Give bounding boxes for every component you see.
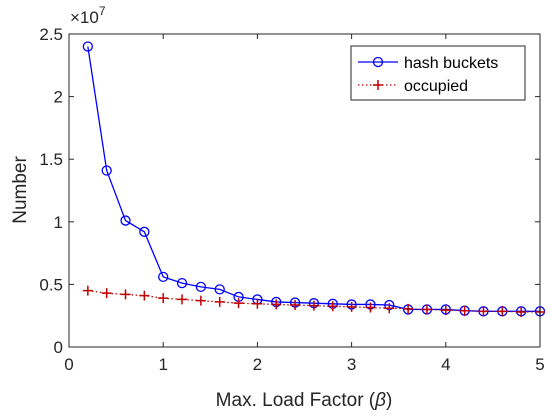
data-point-occupied: [82, 285, 93, 296]
data-point-hash-buckets: [158, 271, 169, 283]
x-tick-label: 1: [158, 355, 167, 374]
series-occupied: [82, 285, 545, 317]
data-point-occupied: [290, 300, 301, 311]
y-exponent-power: 7: [99, 4, 106, 18]
legend-entry-hash-buckets: hash buckets: [358, 55, 498, 72]
x-axis-label-symbol: β: [374, 390, 386, 411]
x-tick-label: 3: [347, 355, 356, 374]
data-point-occupied: [403, 303, 414, 314]
legend-label-occupied: occupied: [404, 78, 468, 95]
data-point-hash-buckets: [176, 277, 188, 289]
data-point-occupied: [101, 288, 112, 299]
data-point-occupied: [346, 301, 357, 312]
data-point-hash-buckets: [101, 165, 112, 176]
data-point-occupied: [195, 295, 206, 306]
x-axis-label: Max. Load Factor (β): [216, 390, 393, 411]
data-point-occupied: [308, 300, 319, 311]
y-exponent-base: ×10: [70, 8, 99, 27]
data-point-occupied: [120, 289, 131, 300]
x-tick-label: 0: [64, 355, 73, 374]
data-point-occupied: [271, 299, 282, 310]
data-point-occupied: [440, 305, 451, 316]
legend-marker-hash-buckets: [372, 56, 384, 68]
data-point-hash-buckets: [82, 41, 93, 52]
data-point-hash-buckets: [139, 226, 150, 237]
data-point-occupied: [421, 304, 432, 315]
y-tick-label: 2.5: [39, 25, 63, 44]
legend: hash buckets occupied: [350, 45, 526, 101]
data-point-occupied: [327, 301, 338, 312]
data-point-occupied: [214, 296, 225, 307]
data-point-hash-buckets: [195, 281, 207, 293]
legend-marker-occupied: [373, 80, 383, 90]
data-point-occupied: [365, 302, 376, 313]
x-tick-label: 5: [535, 355, 544, 374]
y-axis-label: Number: [10, 156, 31, 224]
x-tick-label: 2: [253, 355, 262, 374]
legend-box: [350, 45, 526, 101]
axes-box: [68, 33, 541, 348]
data-point-occupied: [158, 293, 169, 304]
y-tick-label: 0: [54, 338, 63, 357]
data-point-hash-buckets: [214, 284, 225, 295]
data-point-occupied: [497, 306, 508, 317]
x-axis-label-close: ): [386, 390, 392, 411]
legend-label-hash-buckets: hash buckets: [404, 55, 498, 72]
y-tick-label: 0.5: [39, 275, 63, 294]
y-tick-label: 1: [54, 213, 63, 232]
x-tick-label: 4: [441, 355, 450, 374]
data-point-occupied: [459, 305, 470, 316]
series-layer: [82, 41, 546, 317]
data-point-occupied: [139, 290, 150, 301]
y-tick-label: 2: [54, 88, 63, 107]
legend-entry-occupied: occupied: [358, 78, 468, 95]
data-point-occupied: [177, 294, 188, 305]
axes-layer: 0 1 2 3 4 5 0 0.5 1 1.5 2 2.5: [39, 25, 544, 374]
x-axis-label-text: Max. Load Factor (: [216, 390, 376, 411]
data-point-occupied: [233, 298, 244, 309]
y-tick-label: 1.5: [39, 150, 63, 169]
data-point-occupied: [252, 298, 263, 309]
data-point-occupied: [384, 303, 395, 314]
data-point-occupied: [478, 306, 489, 317]
data-point-occupied: [516, 306, 527, 317]
y-axis-exponent: ×107: [70, 4, 106, 27]
data-point-hash-buckets: [120, 215, 131, 226]
